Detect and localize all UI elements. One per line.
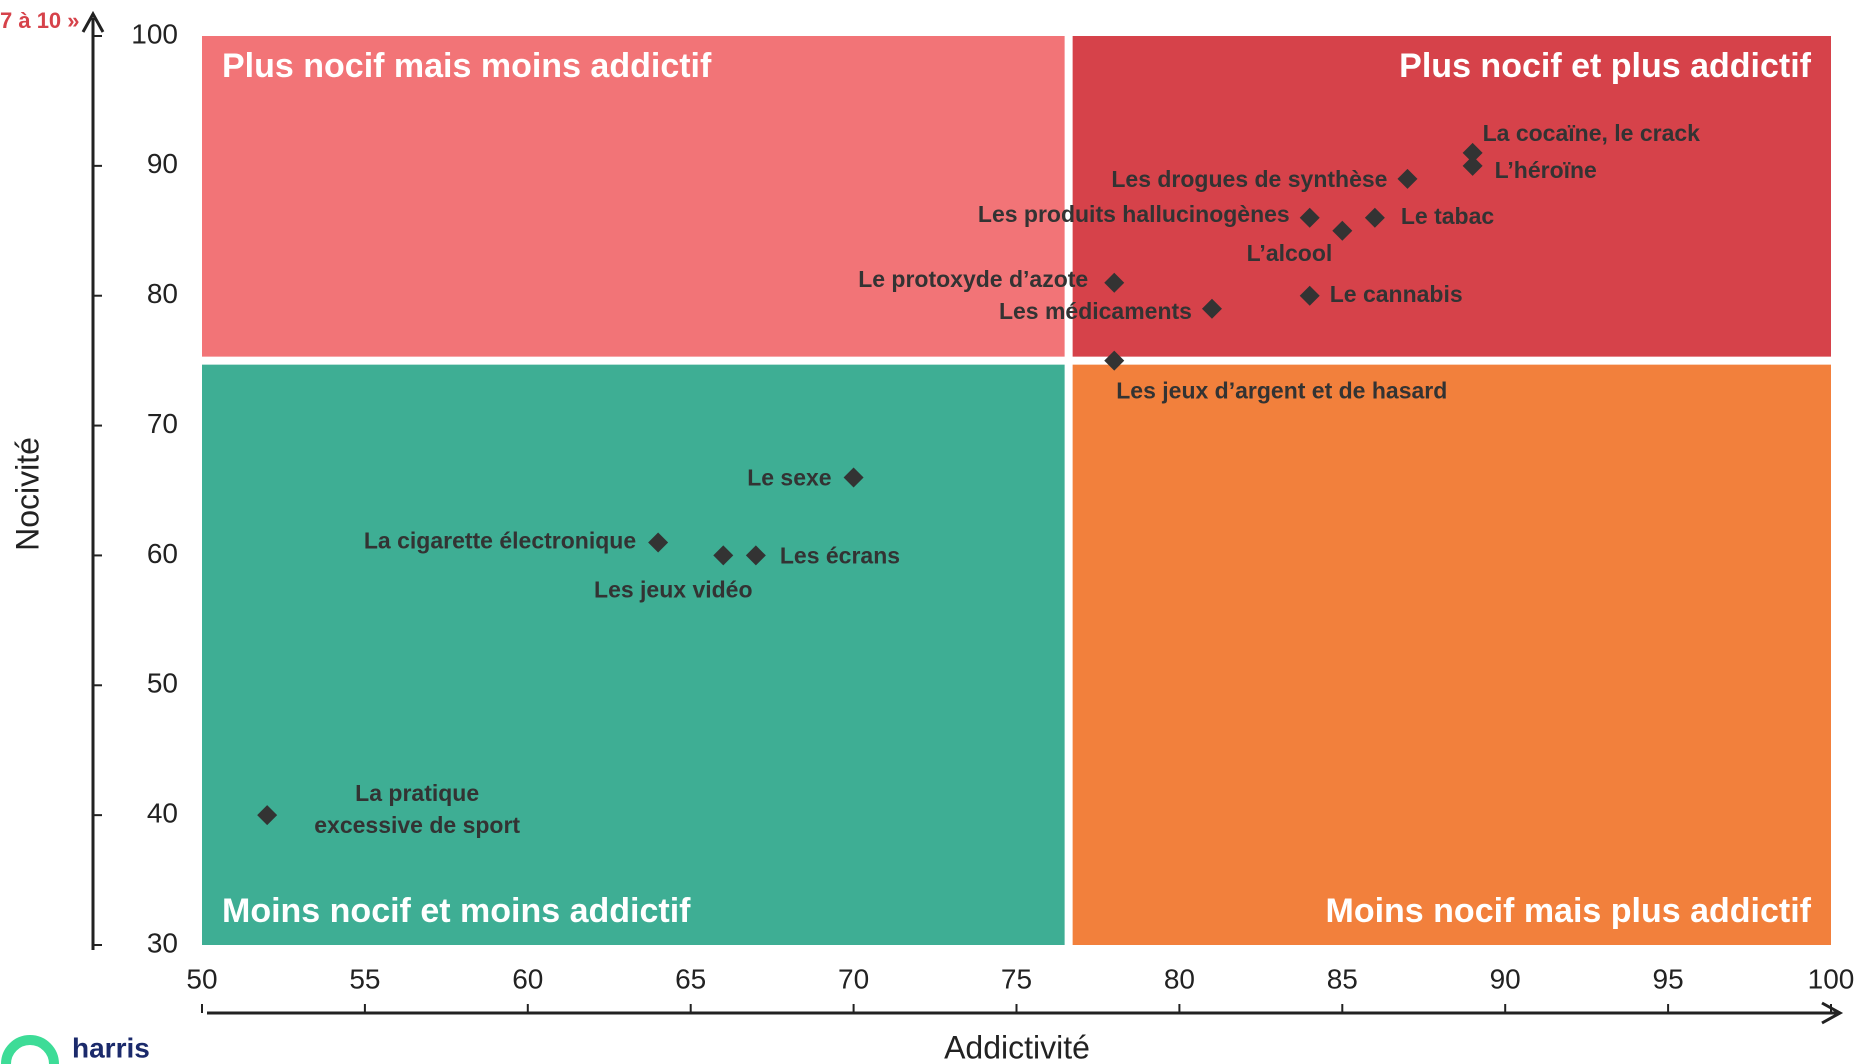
quadrant — [202, 364, 1065, 946]
annotation: 7 à 10 » — [0, 8, 80, 33]
point-label: L’alcool — [1247, 240, 1333, 266]
y-axis-arrow — [81, 10, 105, 33]
y-tick-label: 70 — [147, 408, 178, 439]
point-label: La pratique excessive de sport — [314, 780, 520, 838]
point-label: La cocaïne, le crack — [1483, 120, 1701, 146]
quadrant — [1072, 364, 1831, 946]
point-label: Le protoxyde d’azote — [858, 266, 1088, 292]
point-label: Le cannabis — [1330, 281, 1463, 307]
point — [1104, 350, 1125, 371]
point — [843, 467, 864, 488]
point — [1104, 272, 1125, 293]
point-label: Les jeux d’argent et de hasard — [1116, 378, 1447, 404]
y-tick-label: 40 — [147, 798, 178, 829]
x-tick-label: 55 — [349, 963, 380, 994]
x-tick-label: 65 — [675, 963, 706, 994]
quadrant — [1072, 36, 1831, 357]
point — [1462, 155, 1483, 176]
point — [1299, 285, 1320, 306]
x-tick-label: 70 — [838, 963, 869, 994]
point-label: Les drogues de synthèse — [1111, 166, 1387, 192]
point-label: Les jeux vidéo — [594, 577, 753, 603]
point — [257, 805, 278, 826]
point-label-line: La pratique — [355, 780, 479, 806]
point — [1201, 298, 1222, 319]
x-tick-label: 60 — [512, 963, 543, 994]
y-tick-label: 30 — [147, 927, 178, 958]
quadrant-label: Moins nocif et moins addictif — [222, 892, 691, 930]
logo: harris — [1, 1032, 150, 1064]
y-tick-label: 50 — [147, 668, 178, 699]
point-label: L’héroïne — [1495, 157, 1597, 183]
quadrant-label: Moins nocif mais plus addictif — [1326, 892, 1812, 930]
x-axis-arrow — [1821, 1001, 1844, 1025]
x-tick-label: 100 — [1808, 963, 1855, 994]
point-label-line: excessive de sport — [314, 812, 520, 838]
point — [1364, 207, 1385, 228]
quadrant — [202, 36, 1065, 357]
x-tick-label: 80 — [1164, 963, 1195, 994]
y-tick-label: 80 — [147, 278, 178, 309]
point-label: Les produits hallucinogènes — [978, 201, 1290, 227]
point — [1462, 142, 1483, 163]
point-label: La cigarette électronique — [364, 528, 636, 554]
point — [713, 545, 734, 566]
point-label: Le sexe — [747, 465, 831, 491]
x-tick-label: 90 — [1490, 963, 1521, 994]
x-tick-label: 75 — [1001, 963, 1032, 994]
quadrant-label: Plus nocif mais moins addictif — [222, 47, 712, 85]
x-axis-title: Addictivité — [944, 1029, 1090, 1064]
x-tick-label: 95 — [1653, 963, 1684, 994]
point — [1397, 168, 1418, 189]
point — [648, 532, 669, 553]
quadrant-label: Plus nocif et plus addictif — [1399, 47, 1811, 85]
logo-text: harris — [72, 1032, 150, 1063]
point — [745, 545, 766, 566]
x-tick-label: 85 — [1327, 963, 1358, 994]
point — [1332, 220, 1353, 241]
x-tick-label: 50 — [186, 963, 217, 994]
y-tick-label: 60 — [147, 538, 178, 569]
point-label: Le tabac — [1401, 203, 1495, 229]
y-tick-label: 100 — [131, 18, 178, 49]
point — [1299, 207, 1320, 228]
y-axis-title: Nocivité — [9, 437, 45, 551]
point-label: Les écrans — [780, 543, 900, 569]
y-tick-label: 90 — [147, 148, 178, 179]
point-label: Les médicaments — [999, 298, 1192, 324]
